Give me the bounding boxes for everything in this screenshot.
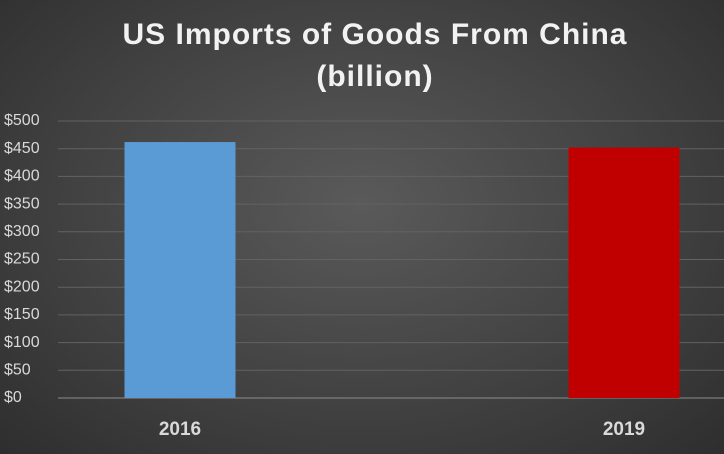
y-tick-label: $150 xyxy=(4,306,40,323)
y-tick-label: $50 xyxy=(4,362,31,379)
y-tick-label: $0 xyxy=(4,389,22,406)
chart-title: US Imports of Goods From China (billion) xyxy=(122,18,628,93)
bar xyxy=(124,142,236,398)
y-tick-label: $250 xyxy=(4,251,40,268)
y-tick-label: $350 xyxy=(4,195,40,212)
y-tick-label: $400 xyxy=(4,168,40,185)
y-tick-label: $450 xyxy=(4,140,40,157)
y-tick-label: $300 xyxy=(4,223,40,240)
x-tick-label: 2016 xyxy=(159,419,201,440)
y-tick-label: $200 xyxy=(4,278,40,295)
y-tick-label: $500 xyxy=(4,112,40,129)
y-tick-label: $100 xyxy=(4,334,40,351)
x-tick-label: 2019 xyxy=(603,419,645,440)
bar xyxy=(568,147,680,398)
